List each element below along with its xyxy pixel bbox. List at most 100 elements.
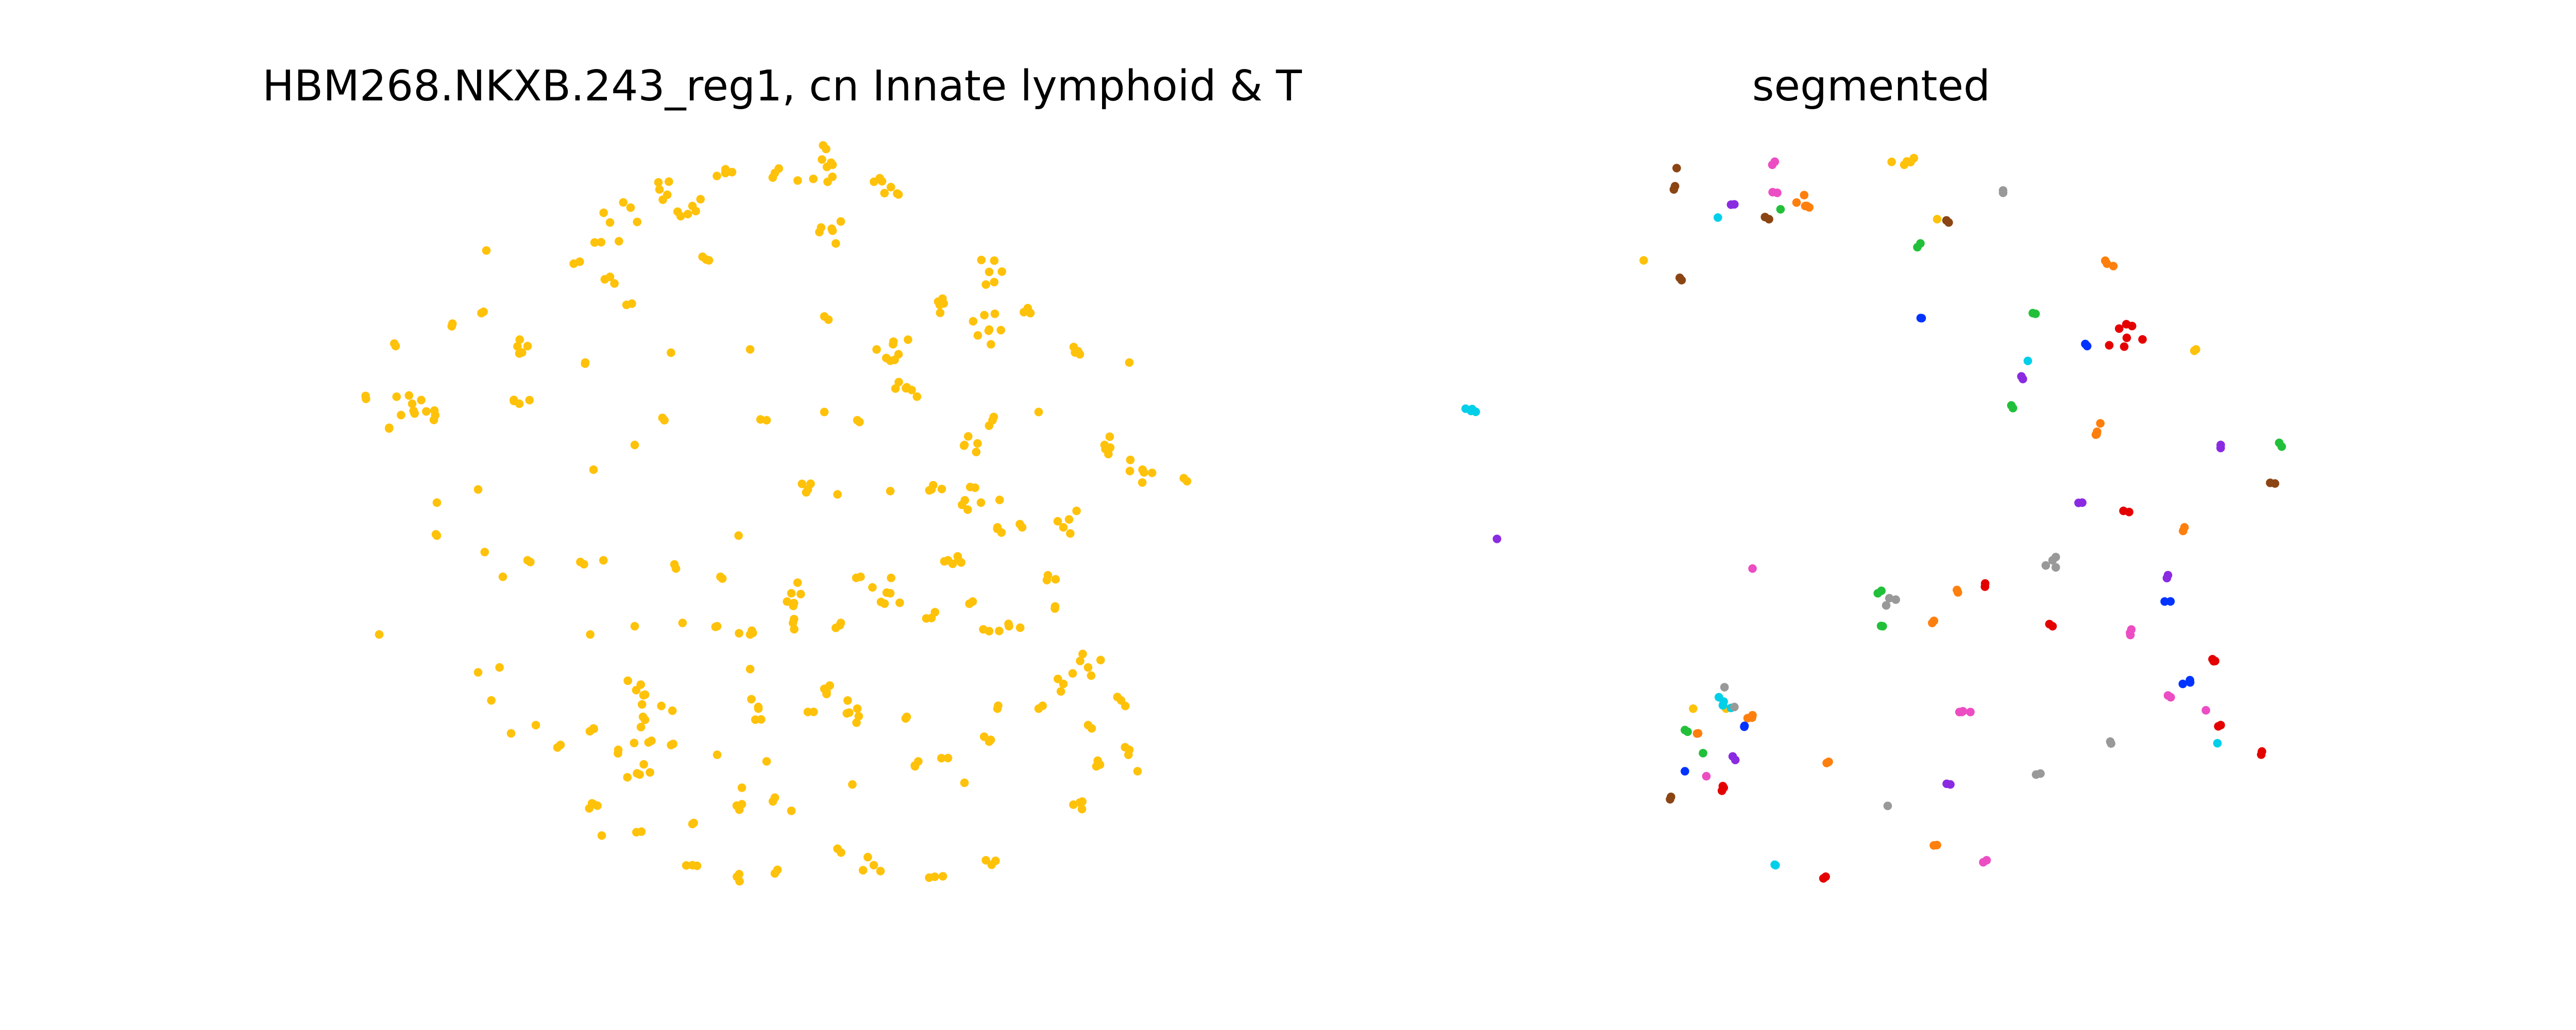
scatter-point — [654, 178, 663, 187]
scatter-point — [1083, 663, 1093, 672]
scatter-point — [1093, 756, 1102, 765]
scatter-point — [1068, 669, 1077, 678]
scatter-point — [633, 769, 641, 778]
scatter-point — [940, 557, 949, 566]
scatter-point — [1133, 767, 1142, 776]
scatter-point — [793, 176, 802, 185]
scatter-point — [1140, 468, 1148, 477]
scatter-point — [787, 806, 796, 815]
scatter-point — [404, 391, 414, 400]
scatter-point — [448, 319, 457, 328]
scatter-point — [408, 399, 417, 408]
scatter-point — [1768, 187, 1777, 197]
scatter-point — [1800, 191, 1809, 200]
scatter-point — [824, 315, 833, 324]
scatter-point — [1004, 620, 1013, 628]
scatter-point — [597, 238, 606, 247]
scatter-point — [872, 345, 881, 354]
scatter-point — [1059, 523, 1068, 532]
scatter-point — [657, 701, 666, 711]
scatter-point — [692, 861, 702, 870]
scatter-point — [1770, 860, 1779, 869]
scatter-point — [515, 335, 524, 344]
scatter-point — [1023, 304, 1032, 313]
scatter-point — [843, 696, 852, 705]
scatter-point — [1699, 749, 1707, 758]
scatter-point — [628, 299, 636, 308]
scatter-point — [2275, 438, 2284, 448]
scatter-point — [1126, 455, 1135, 465]
scatter-point — [640, 715, 650, 724]
scatter-point — [586, 630, 595, 639]
scatter-point — [2036, 769, 2045, 778]
scatter-point — [1034, 407, 1043, 417]
scatter-point — [1056, 687, 1065, 696]
scatter-point — [887, 573, 895, 582]
scatter-point — [768, 797, 777, 806]
scatter-point — [1979, 857, 1988, 867]
scatter-point — [1669, 185, 1679, 194]
scatter-point — [963, 505, 972, 514]
scatter-point — [2127, 625, 2136, 634]
scatter-point — [525, 396, 534, 405]
left-scatter-points — [361, 141, 1192, 886]
scatter-point — [960, 496, 970, 505]
scatter-point — [1942, 779, 1951, 788]
scatter-point — [886, 487, 895, 495]
scatter-point — [894, 377, 903, 387]
scatter-point — [886, 183, 895, 192]
scatter-point — [1125, 358, 1134, 367]
scatter-point — [852, 718, 861, 727]
scatter-point — [1998, 186, 2008, 195]
scatter-point — [495, 663, 504, 672]
scatter-point — [973, 331, 982, 340]
scatter-point — [796, 590, 805, 598]
scatter-point — [658, 414, 667, 422]
scatter-point — [1717, 786, 1726, 795]
scatter-point — [640, 690, 650, 699]
scatter-point — [990, 256, 999, 265]
scatter-point — [876, 867, 885, 876]
scatter-point — [1776, 205, 1785, 214]
scatter-point — [639, 760, 648, 769]
scatter-point — [943, 753, 953, 763]
scatter-point — [1076, 657, 1084, 665]
scatter-point — [597, 831, 606, 840]
scatter-point — [1015, 520, 1024, 529]
scatter-point — [1124, 750, 1133, 759]
scatter-point — [981, 856, 990, 865]
scatter-point — [773, 865, 782, 874]
scatter-point — [895, 598, 904, 607]
scatter-point — [1051, 575, 1060, 584]
scatter-point — [822, 690, 831, 698]
scatter-point — [2179, 526, 2188, 536]
scatter-point — [702, 255, 711, 264]
scatter-point — [1917, 314, 1926, 323]
scatter-point — [1821, 872, 1830, 881]
scatter-point — [2074, 499, 2083, 507]
scatter-point — [1692, 729, 1702, 738]
scatter-point — [768, 173, 777, 182]
scatter-point — [774, 164, 783, 173]
scatter-point — [990, 309, 999, 318]
scatter-point — [745, 664, 755, 674]
scatter-point — [868, 583, 877, 592]
scatter-point — [389, 339, 399, 348]
scatter-point — [833, 490, 842, 499]
scatter-point — [1672, 164, 1681, 173]
scatter-point — [734, 531, 743, 540]
scatter-point — [855, 418, 864, 426]
scatter-point — [375, 630, 384, 639]
scatter-point — [1877, 586, 1886, 595]
scatter-point — [997, 267, 1007, 276]
scatter-point — [600, 275, 609, 284]
scatter-point — [1106, 443, 1115, 452]
scatter-point — [506, 729, 516, 738]
scatter-point — [1748, 713, 1756, 722]
scatter-point — [925, 873, 934, 882]
scatter-point — [984, 326, 993, 335]
scatter-point — [2122, 333, 2131, 342]
scatter-point — [1731, 756, 1740, 764]
scatter-point — [831, 239, 840, 248]
